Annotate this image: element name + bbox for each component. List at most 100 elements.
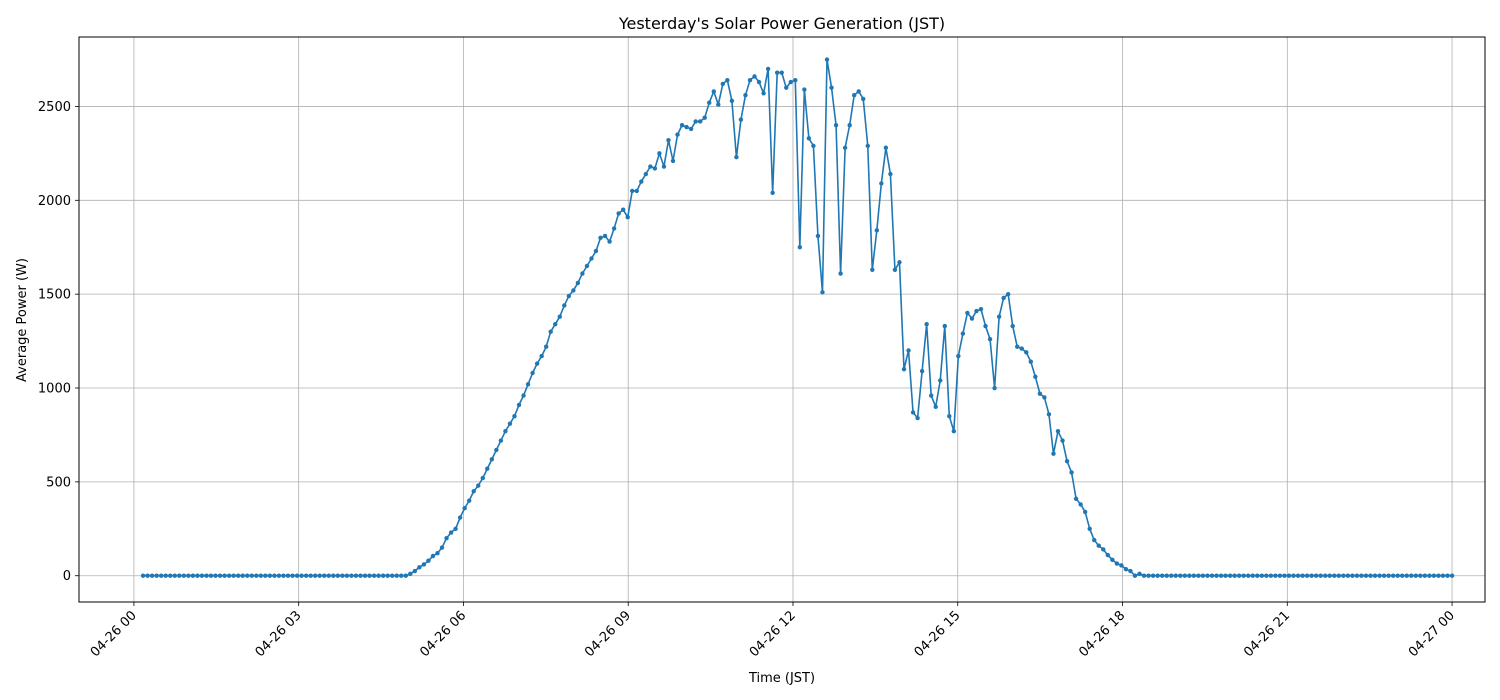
data-point xyxy=(331,573,336,578)
data-point xyxy=(675,132,680,137)
data-point xyxy=(276,573,282,578)
data-point xyxy=(476,483,481,488)
data-point xyxy=(254,573,259,578)
data-point xyxy=(684,124,689,130)
data-point xyxy=(1431,573,1437,578)
data-point xyxy=(353,573,359,578)
data-point xyxy=(231,573,236,578)
data-point xyxy=(1173,573,1178,578)
data-point xyxy=(507,421,513,426)
data-point xyxy=(1096,543,1101,548)
data-point xyxy=(734,154,739,160)
data-point xyxy=(235,573,241,578)
data-point xyxy=(861,96,866,102)
y-tick-label: 1000 xyxy=(38,382,71,397)
data-point xyxy=(258,573,264,578)
data-point xyxy=(630,188,635,194)
data-point xyxy=(1178,573,1183,578)
data-point xyxy=(1141,573,1147,578)
data-point xyxy=(1087,526,1092,531)
data-point xyxy=(616,211,621,216)
data-point xyxy=(833,123,839,128)
data-point xyxy=(697,119,703,124)
y-axis-label: Average Power (W) xyxy=(15,258,30,382)
data-point xyxy=(163,573,168,578)
data-point xyxy=(1449,573,1455,578)
data-point xyxy=(1214,573,1219,578)
data-point xyxy=(140,573,146,578)
data-point xyxy=(226,573,232,578)
data-point xyxy=(1395,573,1400,578)
data-point xyxy=(1024,350,1029,355)
data-point xyxy=(444,535,449,541)
data-point xyxy=(1359,573,1364,578)
data-point xyxy=(1350,573,1355,578)
data-point xyxy=(154,573,159,578)
data-point xyxy=(471,489,476,494)
data-point xyxy=(1196,573,1201,578)
data-point xyxy=(1051,451,1056,456)
data-point xyxy=(611,226,617,231)
data-point xyxy=(371,573,377,578)
data-point xyxy=(503,428,508,434)
data-point xyxy=(779,70,784,75)
data-point xyxy=(181,573,187,578)
data-point xyxy=(389,573,395,578)
data-point xyxy=(435,551,440,556)
data-point xyxy=(1187,573,1192,578)
data-point xyxy=(883,145,889,150)
data-point xyxy=(639,179,644,184)
data-point xyxy=(1422,573,1428,578)
y-tick-label: 0 xyxy=(63,569,71,584)
data-point xyxy=(412,568,418,574)
data-point xyxy=(793,77,798,83)
data-point xyxy=(933,404,938,409)
data-point xyxy=(1295,573,1301,578)
data-point xyxy=(417,565,422,570)
data-point xyxy=(299,573,304,578)
data-point xyxy=(281,573,286,578)
data-point xyxy=(1033,374,1038,379)
data-point xyxy=(919,368,925,374)
x-axis-label: Time (JST) xyxy=(748,671,815,686)
data-point xyxy=(607,239,612,244)
data-point xyxy=(1236,573,1242,578)
data-point xyxy=(1445,573,1450,578)
data-point xyxy=(707,100,712,105)
data-point xyxy=(1354,573,1360,578)
data-point xyxy=(598,235,603,241)
data-point xyxy=(879,181,884,186)
data-point xyxy=(1304,573,1310,578)
data-point xyxy=(924,321,929,327)
data-point xyxy=(824,57,830,62)
data-point xyxy=(190,573,196,578)
data-point xyxy=(625,215,630,220)
data-point xyxy=(1336,573,1342,578)
data-point xyxy=(1005,291,1011,297)
data-point xyxy=(716,102,721,107)
data-point xyxy=(335,573,341,578)
data-point xyxy=(494,447,499,453)
data-point xyxy=(1155,573,1160,578)
data-point xyxy=(249,573,254,578)
series-layer xyxy=(140,57,1455,578)
data-point xyxy=(285,573,291,578)
data-point xyxy=(149,573,155,578)
data-point xyxy=(770,190,775,195)
data-point xyxy=(584,263,590,269)
data-point xyxy=(589,256,594,261)
data-point xyxy=(448,530,454,535)
data-point xyxy=(575,280,581,286)
data-point xyxy=(1055,428,1061,434)
data-point xyxy=(1255,573,1260,578)
data-point xyxy=(1277,573,1283,578)
data-point xyxy=(344,573,350,578)
data-point xyxy=(1223,573,1228,578)
data-point xyxy=(1436,573,1441,578)
data-point xyxy=(177,573,182,578)
data-point xyxy=(399,573,404,578)
data-point xyxy=(1046,412,1052,417)
data-point xyxy=(765,66,771,72)
data-point xyxy=(1341,573,1346,578)
